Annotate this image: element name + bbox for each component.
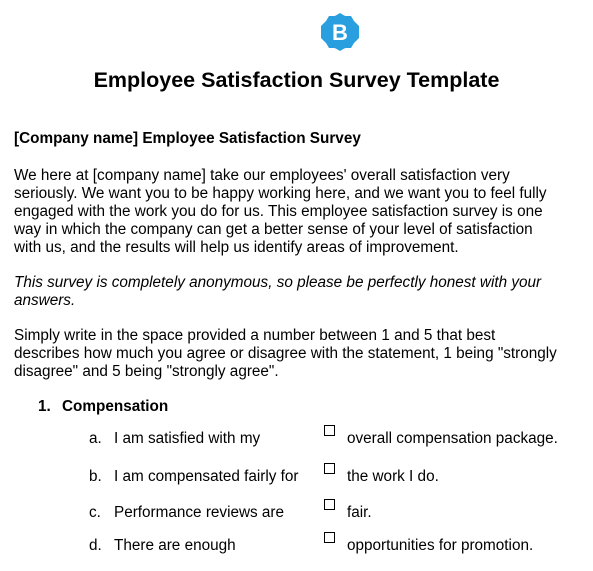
answer-checkbox[interactable]: [324, 425, 335, 436]
question-statement: Performance reviews are: [114, 504, 285, 521]
question-continuation: overall compensation package.: [347, 430, 558, 447]
intro-line: with us, and the results will help us id…: [14, 239, 459, 256]
brand-badge-icon: B: [321, 13, 359, 51]
question-statement: I am compensated fairly for: [114, 468, 299, 485]
question-continuation: opportunities for promotion.: [347, 537, 534, 554]
survey-subtitle: [Company name] Employee Satisfaction Sur…: [14, 130, 361, 147]
instructions-line: Simply write in the space provided a num…: [14, 327, 496, 344]
question-letter: a.: [89, 430, 102, 447]
question-row: b. I am compensated fairly for the work …: [0, 463, 593, 485]
question-statement: I am satisfied with my: [114, 430, 261, 447]
question-continuation: the work I do.: [347, 468, 439, 485]
logo-letter: B: [332, 20, 348, 45]
anonymity-line: answers.: [14, 292, 76, 309]
section-title: Compensation: [62, 398, 169, 415]
anonymity-line: This survey is completely anonymous, so …: [14, 274, 542, 291]
brand-logo: B: [320, 12, 360, 52]
intro-line: seriously. We want you to be happy worki…: [14, 185, 547, 202]
intro-line: way in which the company can get a bette…: [14, 221, 533, 238]
section-number: 1.: [38, 398, 51, 415]
question-row: a. I am satisfied with my overall compen…: [0, 425, 593, 447]
question-row: d. There are enough opportunities for pr…: [0, 532, 593, 554]
instructions-paragraph: Simply write in the space provided a num…: [14, 327, 586, 381]
instructions-line: describes how much you agree or disagree…: [14, 345, 557, 362]
intro-line: engaged with the work you do for us. Thi…: [14, 203, 543, 220]
answer-checkbox[interactable]: [324, 499, 335, 510]
intro-paragraph: We here at [company name] take our emplo…: [14, 167, 586, 257]
anonymity-note: This survey is completely anonymous, so …: [14, 274, 586, 310]
question-row: c. Performance reviews are fair.: [0, 499, 593, 521]
question-statement: There are enough: [114, 537, 236, 554]
question-letter: d.: [89, 537, 102, 554]
question-letter: b.: [89, 468, 102, 485]
question-letter: c.: [89, 504, 101, 521]
answer-checkbox[interactable]: [324, 532, 335, 543]
intro-line: We here at [company name] take our emplo…: [14, 167, 510, 184]
document-title: Employee Satisfaction Survey Template: [93, 68, 500, 92]
instructions-line: disagree" and 5 being "strongly agree".: [14, 363, 279, 380]
answer-checkbox[interactable]: [324, 463, 335, 474]
question-continuation: fair.: [347, 504, 372, 521]
section-heading-compensation: 1. Compensation: [38, 398, 168, 416]
